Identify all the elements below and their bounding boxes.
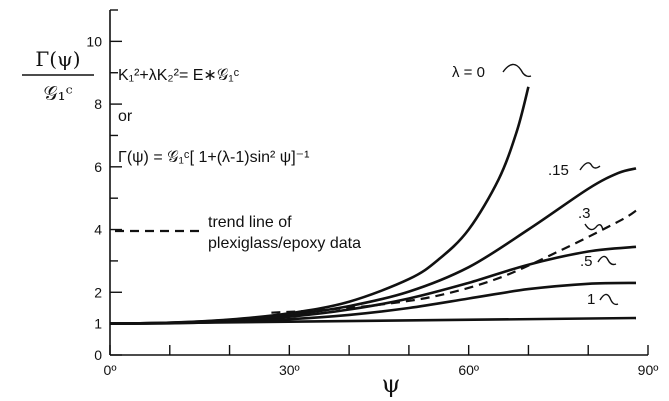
x-tick-label: 30º bbox=[279, 362, 300, 378]
y-tick-label: 1 bbox=[94, 316, 102, 332]
series-label-pointer bbox=[600, 294, 618, 304]
legend-label-line1: trend line of bbox=[208, 214, 292, 231]
x-tick-label: 0º bbox=[104, 362, 117, 378]
curves: λ = 0 .15 .3 .5 1 bbox=[110, 64, 636, 324]
y-axis-label-numerator: Γ(ψ) bbox=[35, 47, 80, 71]
x-axis-label: ψ bbox=[382, 370, 401, 398]
series-label-pointer bbox=[598, 256, 616, 264]
equation-or: or bbox=[118, 108, 133, 125]
y-axis-label-denominator: 𝒢₁ᶜ bbox=[43, 81, 72, 105]
series-line-3 bbox=[110, 283, 636, 324]
legend-label-line2: plexiglass/epoxy data bbox=[208, 235, 361, 252]
series-label: .3 bbox=[578, 205, 591, 222]
series-label-pointer bbox=[585, 224, 603, 230]
y-tick-label: 10 bbox=[86, 33, 102, 49]
series-label: 1 bbox=[587, 291, 595, 308]
x-tick-label: 60º bbox=[458, 362, 479, 378]
series-label-pointer bbox=[503, 64, 531, 76]
series-label-pointer bbox=[580, 163, 600, 170]
y-tick-label: 6 bbox=[94, 159, 102, 175]
y-tick-label: 0 bbox=[94, 347, 102, 363]
series-label: .15 bbox=[548, 162, 569, 179]
y-tick-label: 8 bbox=[94, 96, 102, 112]
y-tick-label: 2 bbox=[94, 284, 102, 300]
series-label: λ = 0 bbox=[452, 64, 485, 81]
y-tick-label: 4 bbox=[94, 222, 102, 238]
equation-1: K₁²+λK₂²= E∗𝒢₁ᶜ bbox=[118, 67, 240, 84]
equation-2: Γ(ψ) = 𝒢₁ᶜ[ 1+(λ-1)sin² ψ]⁻¹ bbox=[118, 149, 309, 166]
series-line-1 bbox=[110, 168, 636, 323]
x-tick-label: 90º bbox=[638, 362, 659, 378]
series-label: .5 bbox=[580, 253, 593, 270]
